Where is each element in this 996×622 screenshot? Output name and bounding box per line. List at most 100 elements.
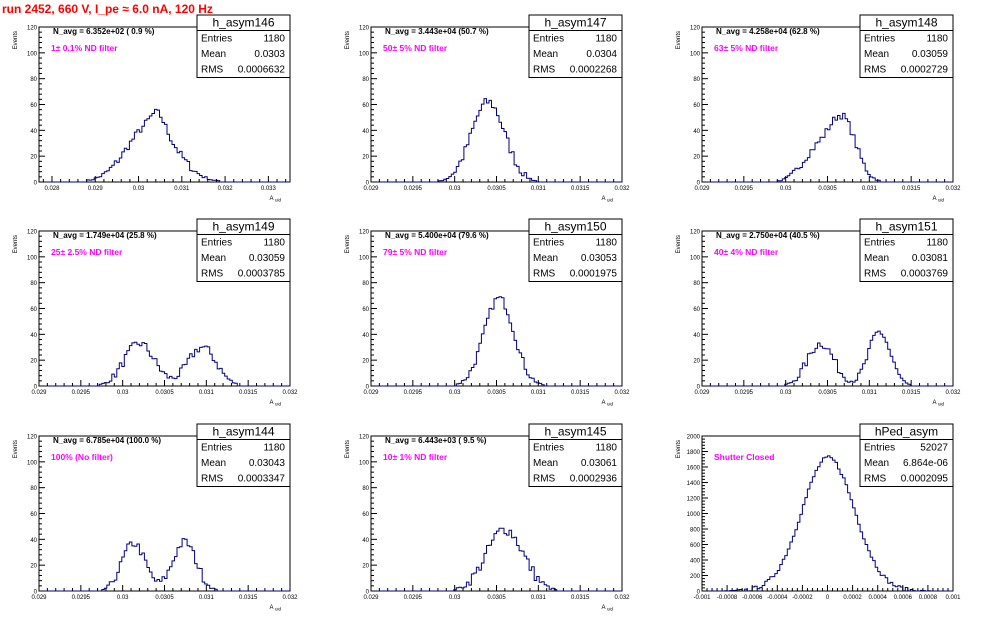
stat-value-mean: 0.03059 — [249, 253, 286, 264]
histogram-panel-h_asym148: 0 20 40 60 80 100 120 0.029 0.0295 0.03 0.0305 0.03… — [676, 14, 961, 203]
y-tick-label: 1000 — [687, 512, 701, 518]
x-tick-label: 0.029 — [694, 390, 710, 396]
filter-annotation: 50± 5% ND filter — [383, 43, 448, 53]
histogram-panel-h_asym145: 0 20 40 60 80 100 120 0.029 0.0295 0.03 0.0305 0.03… — [345, 423, 630, 612]
x-tick-label: 0.0295 — [404, 186, 423, 192]
filter-annotation: 63± 5% ND filter — [714, 43, 779, 53]
y-tick-label: 60 — [30, 307, 37, 313]
histogram-line — [371, 527, 622, 592]
stat-value-entries: 1180 — [595, 443, 617, 454]
y-tick-label: 80 — [30, 486, 37, 492]
stats-box — [859, 218, 954, 282]
stat-value-rms: 0.0002729 — [901, 65, 949, 76]
y-tick-label: 40 — [30, 538, 37, 544]
stat-value-entries: 1180 — [595, 238, 617, 249]
y-tick-label: 20 — [693, 359, 700, 365]
stats-box — [528, 423, 623, 487]
y-tick-label: 20 — [693, 155, 700, 161]
y-tick-label: 0 — [34, 385, 38, 391]
stat-label-entries: Entries — [533, 443, 564, 454]
x-tick-label: 0.0315 — [571, 186, 590, 192]
x-tick-label: 0.033 — [261, 186, 277, 192]
y-tick-label: 1200 — [687, 497, 701, 503]
y-tick-label: 0 — [34, 590, 38, 596]
y-tick-label: 120 — [690, 26, 701, 32]
stat-label-entries: Entries — [864, 443, 895, 454]
stat-value-entries: 1180 — [263, 238, 285, 249]
x-tick-label: 0.032 — [614, 390, 630, 396]
y-axis-label: Events — [13, 235, 19, 253]
stat-label-mean: Mean — [864, 49, 889, 60]
stat-label-rms: RMS — [864, 65, 887, 76]
x-tick-label: 0.029 — [363, 390, 379, 396]
x-tick-label: 0.0315 — [902, 186, 921, 192]
y-tick-label: 20 — [30, 359, 37, 365]
histogram-line — [371, 98, 622, 183]
stat-label-rms: RMS — [864, 474, 887, 485]
y-tick-label: 120 — [359, 435, 370, 441]
stat-value-mean: 0.03043 — [249, 458, 286, 469]
y-tick-label: 120 — [690, 230, 701, 236]
navg-label: N_avg = 5.400e+04 (79.6 %) — [385, 231, 489, 240]
stat-value-rms: 0.0003785 — [238, 269, 286, 280]
y-tick-label: 60 — [30, 512, 37, 518]
page-title: run 2452, 660 V, I_pe ≈ 6.0 nA, 120 Hz — [2, 2, 213, 16]
histogram-name: h_asym150 — [544, 220, 606, 234]
y-tick-label: 100 — [27, 255, 38, 261]
histogram-panel-h_asym147: 0 20 40 60 80 100 120 0.029 0.0295 0.03 0.0305 0.03… — [345, 14, 630, 203]
x-tick-label: 0.0315 — [902, 390, 921, 396]
stat-label-rms: RMS — [201, 474, 224, 485]
y-tick-label: 120 — [359, 26, 370, 32]
stat-value-mean: 6.864e-06 — [903, 458, 948, 469]
stat-value-mean: 0.0304 — [586, 49, 617, 60]
stat-value-entries: 1180 — [926, 238, 948, 249]
histogram-name: h_asym149 — [212, 220, 274, 234]
stat-label-rms: RMS — [201, 65, 224, 76]
y-tick-label: 80 — [362, 486, 369, 492]
y-axis-label: Events — [345, 31, 351, 49]
x-tick-label: 0.029 — [363, 595, 379, 601]
x-tick-label: 0.032 — [218, 186, 234, 192]
x-tick-label: 0 — [826, 595, 830, 601]
x-tick-label: 0.03 — [780, 390, 792, 396]
y-tick-label: 0 — [697, 590, 701, 596]
y-tick-label: 0 — [697, 181, 701, 187]
y-tick-label: 40 — [30, 129, 37, 135]
histogram-line — [39, 108, 290, 183]
histogram-line — [39, 341, 290, 387]
stats-box — [196, 14, 291, 78]
histogram-name: h_asym151 — [875, 220, 937, 234]
x-tick-label: 0.0315 — [571, 390, 590, 396]
y-tick-label: 800 — [690, 528, 701, 534]
x-tick-label: 0.031 — [531, 186, 547, 192]
x-tick-label: 0.032 — [945, 186, 961, 192]
x-tick-label: 0.0295 — [735, 186, 754, 192]
stat-value-mean: 0.03081 — [912, 253, 949, 264]
histogram-name: hPed_asym — [875, 425, 938, 439]
x-tick-label: 0.0295 — [735, 390, 754, 396]
histogram-panel-h_asym144: 0 20 40 60 80 100 120 0.029 0.0295 0.03 0.0305 0.03… — [13, 423, 298, 612]
x-tick-label: 0.032 — [614, 186, 630, 192]
x-tick-label: 0.0295 — [404, 595, 423, 601]
x-tick-label: 0.0305 — [487, 186, 506, 192]
y-axis-label: Events — [345, 440, 351, 458]
x-tick-label: -0.0006 — [742, 595, 763, 601]
y-tick-label: 400 — [690, 559, 701, 565]
y-axis-label: Events — [345, 235, 351, 253]
y-tick-label: 60 — [693, 103, 700, 109]
stat-label-mean: Mean — [533, 49, 558, 60]
x-tick-label: 0.029 — [694, 186, 710, 192]
y-axis-label: Events — [676, 440, 682, 458]
y-tick-label: 0 — [697, 385, 701, 391]
stat-value-entries: 1180 — [595, 34, 617, 45]
stat-label-mean: Mean — [533, 253, 558, 264]
stat-label-entries: Entries — [533, 34, 564, 45]
histogram-line — [702, 330, 953, 387]
x-tick-label: 0.029 — [31, 595, 47, 601]
